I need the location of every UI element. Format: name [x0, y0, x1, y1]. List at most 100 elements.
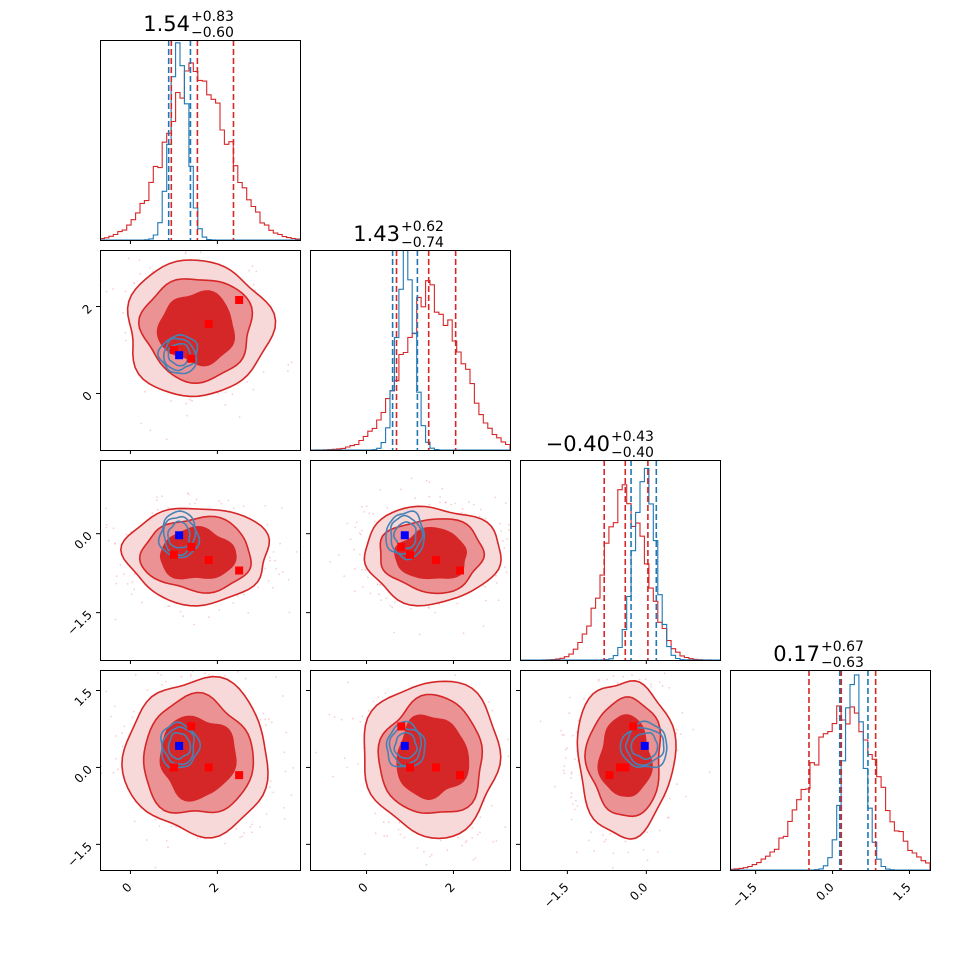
scatter-point	[204, 672, 207, 675]
red-contour-outer	[363, 505, 502, 607]
scatter-point	[252, 283, 255, 286]
scatter-point	[367, 576, 369, 579]
scatter-point	[414, 662, 416, 664]
scatter-point	[262, 371, 265, 373]
scatter-point	[165, 438, 168, 441]
red-contour-fill-inner	[396, 714, 470, 801]
scatter-point	[185, 402, 187, 405]
blue-contour-mid	[162, 515, 197, 557]
scatter-point	[572, 803, 574, 805]
scatter-point	[355, 521, 358, 524]
scatter-point	[224, 842, 227, 845]
red-marker-3	[456, 566, 464, 575]
scatter-point	[646, 831, 649, 834]
scatter-point	[482, 667, 484, 669]
scatter-point	[266, 523, 269, 526]
scatter-point	[468, 501, 470, 504]
blue-contour-inner	[393, 731, 418, 760]
scatter-point	[251, 265, 254, 268]
red-histogram	[310, 280, 510, 450]
scatter-point	[269, 559, 271, 562]
scatter-point	[499, 522, 501, 525]
scatter-point	[471, 837, 474, 839]
scatter-point	[136, 233, 138, 235]
scatter-point	[105, 290, 108, 293]
scatter-point	[267, 718, 270, 720]
scatter-point	[114, 735, 117, 737]
scatter-point	[241, 835, 244, 838]
scatter-point	[197, 246, 199, 248]
blue-marker	[175, 531, 184, 540]
red-marker-0	[406, 550, 414, 559]
scatter-point	[288, 611, 291, 614]
blue-contour-mid	[388, 726, 422, 767]
scatter-point	[114, 542, 116, 544]
scatter-point	[450, 503, 453, 506]
scatter-point	[175, 826, 178, 828]
scatter-point	[367, 709, 370, 712]
scatter-point	[418, 633, 421, 636]
scatter-point	[563, 765, 566, 768]
scatter-point	[133, 573, 136, 576]
scatter-point	[353, 567, 356, 570]
scatter-point	[265, 724, 267, 727]
scatter-point	[436, 652, 438, 654]
scatter-point	[570, 792, 573, 794]
scatter-point	[495, 582, 498, 584]
scatter-point	[343, 575, 346, 577]
panel-frame	[100, 250, 301, 451]
scatter-point	[105, 507, 107, 510]
scatter-point	[179, 610, 182, 613]
scatter-point	[562, 769, 565, 772]
scatter-point	[278, 573, 281, 576]
scatter-point	[84, 583, 86, 585]
scatter-point	[251, 823, 254, 826]
scatter-point	[259, 718, 262, 721]
scatter-point	[641, 668, 643, 670]
scatter-point	[564, 748, 567, 751]
x-tick-label: 1.5	[890, 880, 913, 903]
scatter-point	[377, 696, 380, 699]
red-marker-2	[432, 763, 441, 772]
panel-frame	[310, 670, 511, 871]
scatter-point	[189, 398, 192, 401]
scatter-point	[32, 320, 34, 322]
scatter-point	[262, 712, 265, 715]
scatter-point	[504, 826, 507, 828]
x-tick-label: 2	[206, 880, 221, 895]
red-marker-1	[397, 542, 406, 551]
red-contour-outer	[119, 507, 271, 607]
scatter-point	[242, 890, 244, 892]
scatter-point	[265, 813, 268, 816]
scatter-point	[125, 533, 128, 536]
scatter-point	[389, 604, 392, 607]
scatter-point	[650, 685, 652, 688]
scatter-point	[506, 538, 509, 540]
scatter-point	[332, 775, 334, 778]
scatter-point	[170, 400, 173, 402]
scatter-point	[435, 628, 437, 630]
panel-title-plus: +0.62	[401, 219, 444, 235]
y-tick-label: 2	[80, 302, 95, 317]
scatter-point	[658, 829, 661, 832]
scatter-point	[398, 821, 400, 824]
scatter-point	[399, 833, 402, 836]
blue-contour-inner	[167, 520, 191, 549]
scatter-point	[400, 488, 402, 491]
scatter-point	[685, 795, 687, 798]
panel-title-plus: +0.43	[611, 429, 654, 445]
scatter-point	[283, 818, 286, 820]
scatter-point	[430, 853, 433, 856]
scatter-point	[127, 257, 130, 260]
scatter-point	[288, 498, 290, 500]
scatter-point	[368, 512, 371, 515]
panel-frame	[730, 670, 931, 871]
scatter-point	[376, 583, 379, 586]
scatter-point	[188, 493, 190, 496]
scatter-point	[349, 538, 352, 541]
scatter-point	[224, 391, 227, 394]
red-marker-2	[204, 763, 213, 772]
scatter-point	[165, 680, 167, 683]
